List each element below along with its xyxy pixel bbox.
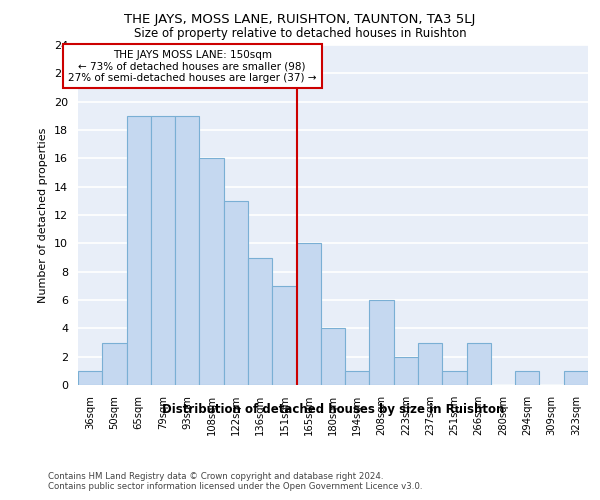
Bar (127, 116, 151, 385)
Text: THE JAYS, MOSS LANE, RUISHTON, TAUNTON, TA3 5LJ: THE JAYS, MOSS LANE, RUISHTON, TAUNTON, … (124, 12, 476, 26)
Bar (467, 342, 491, 385)
Text: Contains public sector information licensed under the Open Government Licence v3: Contains public sector information licen… (48, 482, 422, 491)
Text: Size of property relative to detached houses in Ruishton: Size of property relative to detached ho… (134, 28, 466, 40)
Bar (199, 158, 224, 385)
Bar (345, 371, 370, 385)
Bar (564, 371, 588, 385)
Text: Contains HM Land Registry data © Crown copyright and database right 2024.: Contains HM Land Registry data © Crown c… (48, 472, 383, 481)
Bar (224, 201, 248, 385)
Bar (515, 371, 539, 385)
Text: THE JAYS MOSS LANE: 150sqm
← 73% of detached houses are smaller (98)
27% of semi: THE JAYS MOSS LANE: 150sqm ← 73% of deta… (68, 50, 316, 83)
Bar (394, 356, 418, 385)
Text: Distribution of detached houses by size in Ruishton: Distribution of detached houses by size … (162, 402, 504, 415)
Y-axis label: Number of detached properties: Number of detached properties (38, 128, 49, 302)
Bar (442, 371, 467, 385)
Bar (151, 116, 175, 385)
Bar (175, 116, 199, 385)
Bar (321, 328, 345, 385)
Bar (418, 342, 442, 385)
Bar (78, 371, 102, 385)
Bar (272, 286, 296, 385)
Bar (370, 300, 394, 385)
Bar (102, 342, 127, 385)
Bar (296, 244, 321, 385)
Bar (248, 258, 272, 385)
